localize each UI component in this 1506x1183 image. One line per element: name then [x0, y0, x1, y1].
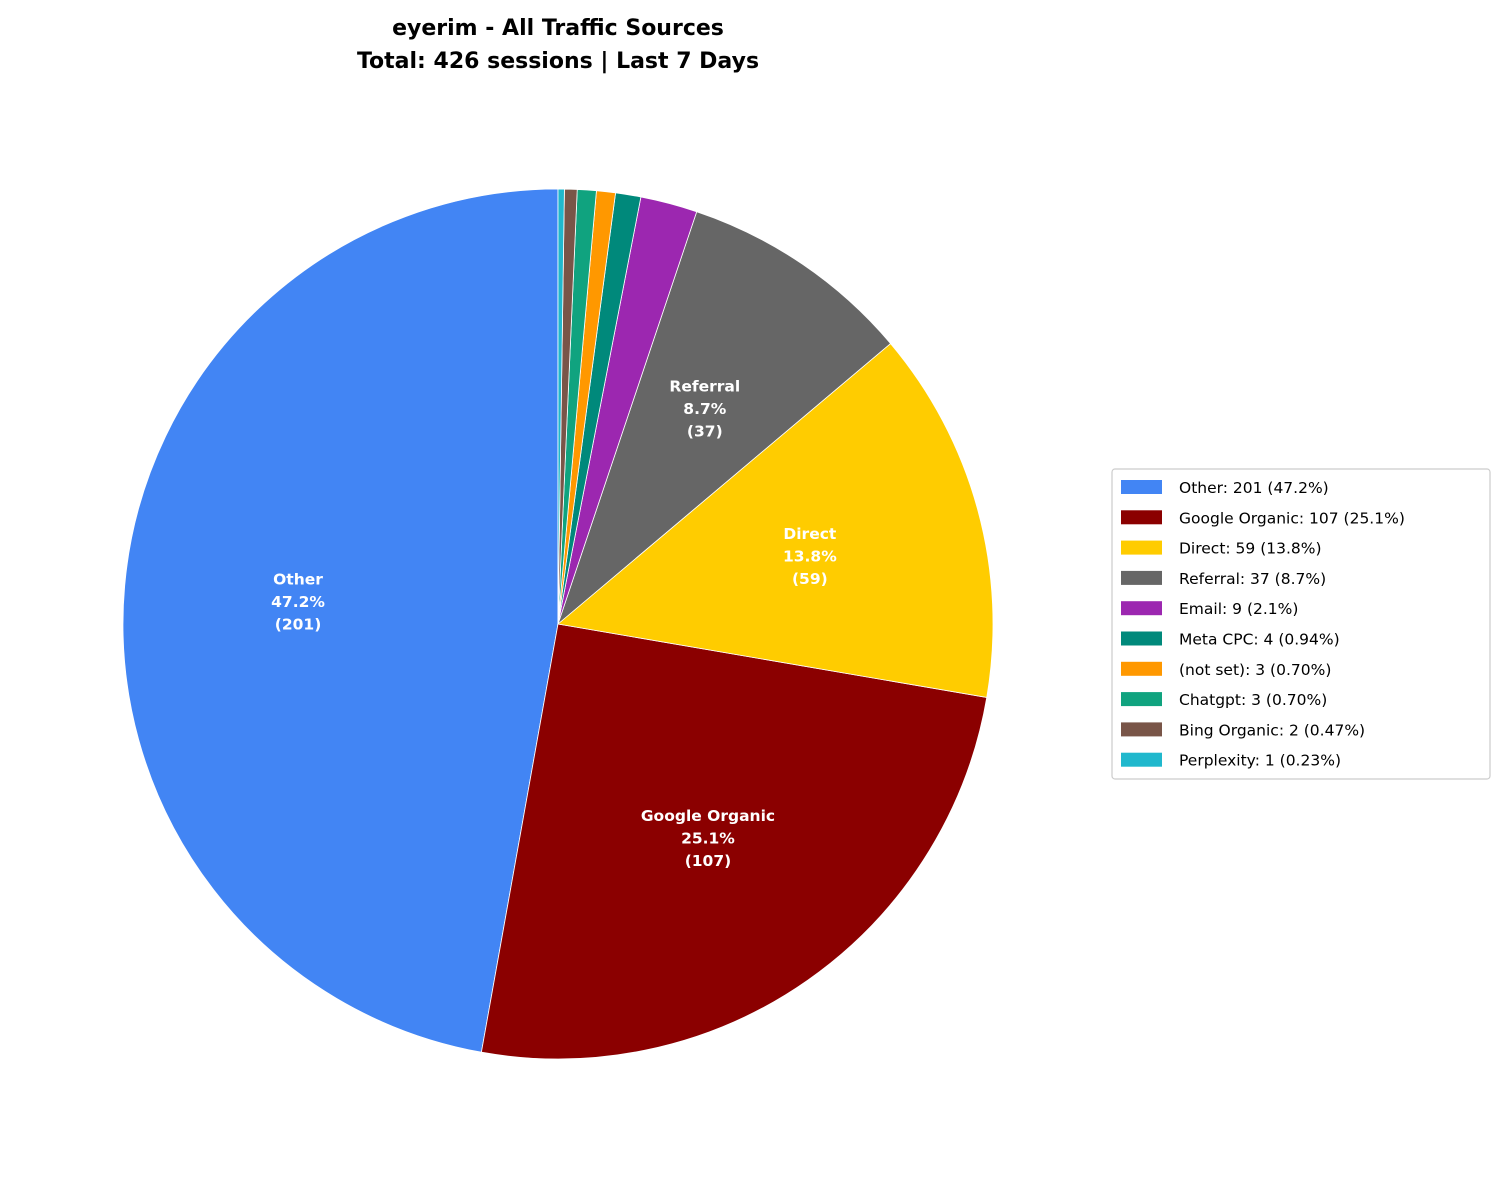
slice-label: Google Organic 25.1% (107) — [641, 807, 775, 870]
legend-swatch — [1121, 510, 1162, 525]
chart-title-line-1: eyerim - All Traffic Sources — [392, 16, 724, 41]
legend-entry: Bing Organic: 2 (0.47%) — [1179, 721, 1365, 739]
legend-entry: Other: 201 (47.2%) — [1179, 479, 1329, 497]
legend-swatch — [1121, 661, 1162, 676]
legend-entry: Email: 9 (2.1%) — [1179, 600, 1298, 618]
legend-entry: (not set): 3 (0.70%) — [1179, 661, 1331, 679]
pie-slice-direct — [557, 343, 994, 698]
legend-swatch — [1121, 570, 1162, 585]
slice-label: Referral 8.7% (37) — [669, 378, 740, 441]
pie-slice-google-organic — [480, 623, 988, 1060]
slice-label: Direct 13.8% (59) — [783, 525, 837, 588]
pie-slice-referral — [557, 211, 892, 626]
pie-slice-perplexity — [557, 188, 565, 625]
legend-entry: Google Organic: 107 (25.1%) — [1179, 509, 1405, 527]
pie-slices — [122, 188, 994, 1060]
legend-entry: Referral: 37 (8.7%) — [1179, 570, 1326, 588]
pie-labels: Other 47.2% (201) Google Organic 25.1% (107) D… — [271, 378, 837, 870]
legend-frame — [1111, 468, 1491, 780]
legend-entry: Chatgpt: 3 (0.70%) — [1179, 691, 1327, 709]
legend-entry: Meta CPC: 4 (0.94%) — [1179, 631, 1340, 649]
chart-title-line-2: Total: 426 sessions | Last 7 Days — [357, 49, 759, 74]
legend-swatch — [1121, 631, 1162, 646]
pie-slice-other — [122, 188, 559, 1053]
legend: Other: 201 (47.2%) Google Organic: 107 (2… — [1111, 468, 1491, 780]
legend-entry: Direct: 59 (13.8%) — [1179, 540, 1322, 558]
legend-swatch — [1121, 692, 1162, 707]
legend-swatch — [1121, 540, 1162, 555]
legend-swatch — [1121, 752, 1162, 767]
legend-entry: Perplexity: 1 (0.23%) — [1179, 752, 1341, 770]
legend-swatch — [1121, 722, 1162, 737]
slice-label: Other 47.2% (201) — [271, 570, 325, 633]
legend-swatch — [1121, 480, 1162, 494]
legend-swatch — [1121, 601, 1162, 616]
